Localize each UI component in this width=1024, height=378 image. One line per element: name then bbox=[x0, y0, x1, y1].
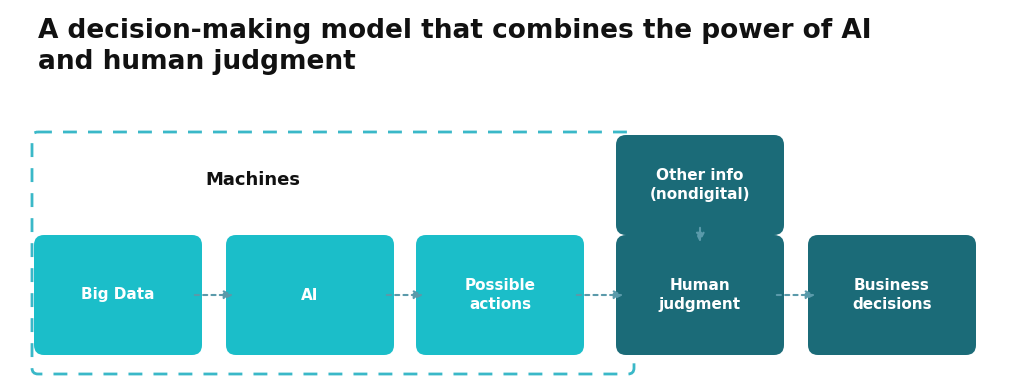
Text: Machines: Machines bbox=[206, 171, 300, 189]
FancyBboxPatch shape bbox=[616, 235, 784, 355]
FancyBboxPatch shape bbox=[226, 235, 394, 355]
FancyBboxPatch shape bbox=[416, 235, 584, 355]
Text: Other info
(nondigital): Other info (nondigital) bbox=[650, 168, 751, 202]
Text: Human
judgment: Human judgment bbox=[658, 278, 741, 312]
Text: Big Data: Big Data bbox=[81, 288, 155, 302]
Text: AI: AI bbox=[301, 288, 318, 302]
Text: Possible
actions: Possible actions bbox=[465, 278, 536, 312]
Text: A decision-making model that combines the power of AI
and human judgment: A decision-making model that combines th… bbox=[38, 18, 871, 75]
FancyBboxPatch shape bbox=[616, 135, 784, 235]
Text: Business
decisions: Business decisions bbox=[852, 278, 932, 312]
FancyBboxPatch shape bbox=[808, 235, 976, 355]
FancyBboxPatch shape bbox=[34, 235, 202, 355]
